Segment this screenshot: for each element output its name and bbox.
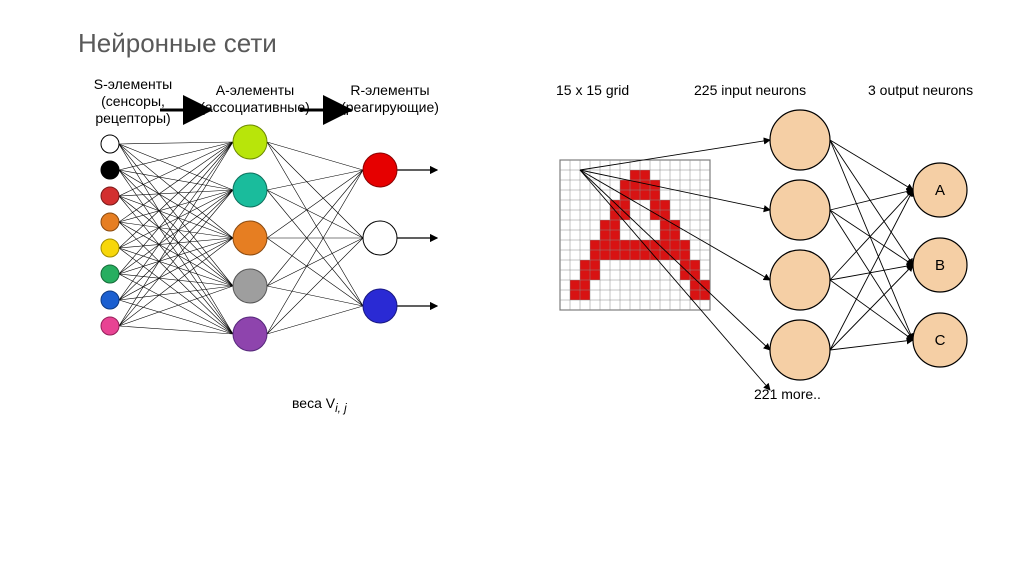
svg-text:B: B — [935, 257, 945, 274]
page-title: Нейронные сети — [78, 28, 277, 59]
svg-text:C: C — [935, 332, 946, 349]
perceptron-diagram — [50, 70, 480, 430]
recognition-diagram: A B C — [540, 70, 1010, 430]
svg-text:A: A — [935, 182, 945, 199]
